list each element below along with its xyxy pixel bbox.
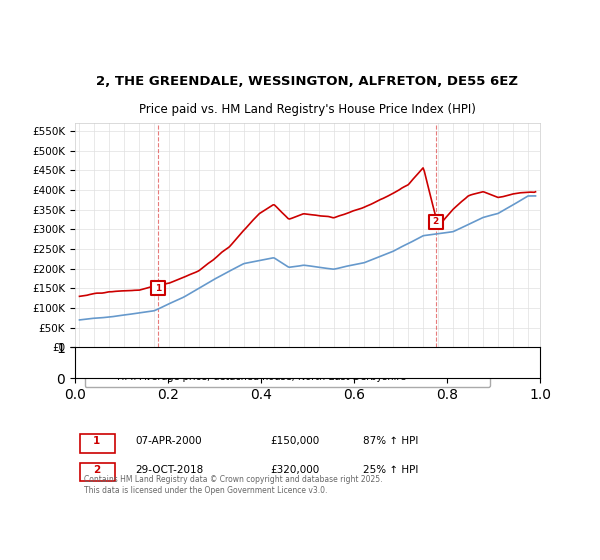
Text: Contains HM Land Registry data © Crown copyright and database right 2025.
This d: Contains HM Land Registry data © Crown c…: [84, 475, 383, 494]
Point: [154, 284, 163, 293]
Text: 87% ↑ HPI: 87% ↑ HPI: [364, 436, 419, 446]
Legend: 2, THE GREENDALE, WESSINGTON, ALFRETON, DE55 6EZ (detached house), HPI: Average : 2, THE GREENDALE, WESSINGTON, ALFRETON, …: [85, 352, 490, 387]
Text: 25% ↑ HPI: 25% ↑ HPI: [364, 465, 419, 475]
Text: 2: 2: [433, 217, 439, 226]
Point: [431, 217, 440, 226]
Text: 1: 1: [93, 436, 100, 446]
Text: £150,000: £150,000: [270, 436, 320, 446]
Text: 1: 1: [155, 284, 161, 293]
Text: £320,000: £320,000: [270, 465, 320, 475]
Text: 2: 2: [93, 465, 100, 475]
Text: 2, THE GREENDALE, WESSINGTON, ALFRETON, DE55 6EZ: 2, THE GREENDALE, WESSINGTON, ALFRETON, …: [97, 74, 518, 88]
Text: Price paid vs. HM Land Registry's House Price Index (HPI): Price paid vs. HM Land Registry's House …: [139, 102, 476, 116]
FancyBboxPatch shape: [80, 463, 115, 482]
FancyBboxPatch shape: [80, 434, 115, 452]
Text: 29-OCT-2018: 29-OCT-2018: [136, 465, 204, 475]
Text: 07-APR-2000: 07-APR-2000: [136, 436, 202, 446]
